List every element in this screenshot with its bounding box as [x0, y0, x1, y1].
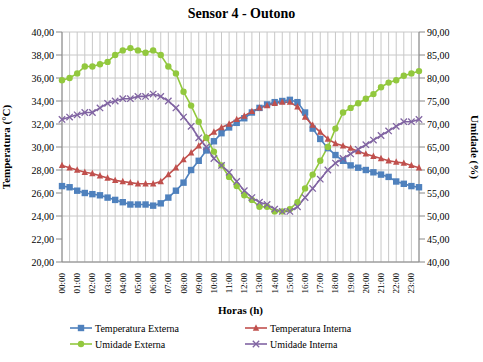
svg-text:26,00: 26,00 [32, 188, 55, 199]
svg-text:00:00: 00:00 [57, 273, 67, 294]
html-text:Sensor 4 - Outono: Sensor 4 - Outono [187, 6, 296, 21]
svg-text:40,00: 40,00 [427, 257, 450, 268]
svg-text:15:00: 15:00 [285, 273, 295, 294]
svg-text:09:00: 09:00 [194, 273, 204, 294]
svg-text:22,00: 22,00 [32, 234, 55, 245]
svg-text:80,00: 80,00 [427, 73, 450, 84]
html-text:Temperatura Externa: Temperatura Externa [95, 322, 179, 334]
svg-text:90,00: 90,00 [427, 27, 450, 38]
svg-text:13:00: 13:00 [254, 273, 264, 294]
svg-text:17:00: 17:00 [315, 273, 325, 294]
svg-text:12:00: 12:00 [239, 273, 249, 294]
svg-text:65,00: 65,00 [427, 142, 450, 153]
svg-text:23:00: 23:00 [406, 273, 416, 294]
svg-text:02:00: 02:00 [87, 273, 97, 294]
svg-text:24,00: 24,00 [32, 211, 55, 222]
svg-text:60,00: 60,00 [427, 165, 450, 176]
svg-text:03:00: 03:00 [103, 273, 113, 294]
svg-text:06:00: 06:00 [148, 273, 158, 294]
svg-text:16:00: 16:00 [300, 273, 310, 294]
svg-text:20:00: 20:00 [361, 273, 371, 294]
svg-text:01:00: 01:00 [72, 273, 82, 294]
svg-text:11:00: 11:00 [224, 273, 234, 294]
svg-text:08:00: 08:00 [179, 273, 189, 294]
svg-text:10:00: 10:00 [209, 273, 219, 294]
svg-text:Umidade (%): Umidade (%) [468, 115, 475, 179]
svg-text:55,00: 55,00 [427, 188, 450, 199]
svg-text:05:00: 05:00 [133, 273, 143, 294]
svg-text:40,00: 40,00 [32, 27, 55, 38]
svg-text:38,00: 38,00 [32, 50, 55, 61]
svg-text:Horas (h): Horas (h) [218, 304, 263, 317]
svg-text:19:00: 19:00 [346, 273, 356, 294]
html-text:Umidade Interna: Umidade Interna [270, 338, 338, 350]
svg-text:07:00: 07:00 [163, 273, 173, 294]
svg-text:14:00: 14:00 [270, 273, 280, 294]
html-text:Umidade Externa: Umidade Externa [95, 338, 166, 350]
html-text:Temperatura Interna: Temperatura Interna [270, 322, 352, 334]
svg-text:85,00: 85,00 [427, 50, 450, 61]
svg-text:30,00: 30,00 [32, 142, 55, 153]
svg-text:34,00: 34,00 [32, 96, 55, 107]
svg-text:22:00: 22:00 [391, 273, 401, 294]
svg-text:Temperatura (°C): Temperatura (°C) [8, 104, 13, 189]
svg-text:70,00: 70,00 [427, 119, 450, 130]
svg-text:18:00: 18:00 [330, 273, 340, 294]
svg-text:28,00: 28,00 [32, 165, 55, 176]
svg-text:21:00: 21:00 [376, 273, 386, 294]
svg-text:32,00: 32,00 [32, 119, 55, 130]
svg-text:04:00: 04:00 [118, 273, 128, 294]
svg-text:45,00: 45,00 [427, 234, 450, 245]
svg-text:20,00: 20,00 [32, 257, 55, 268]
svg-text:50,00: 50,00 [427, 211, 450, 222]
svg-text:75,00: 75,00 [427, 96, 450, 107]
svg-text:36,00: 36,00 [32, 73, 55, 84]
